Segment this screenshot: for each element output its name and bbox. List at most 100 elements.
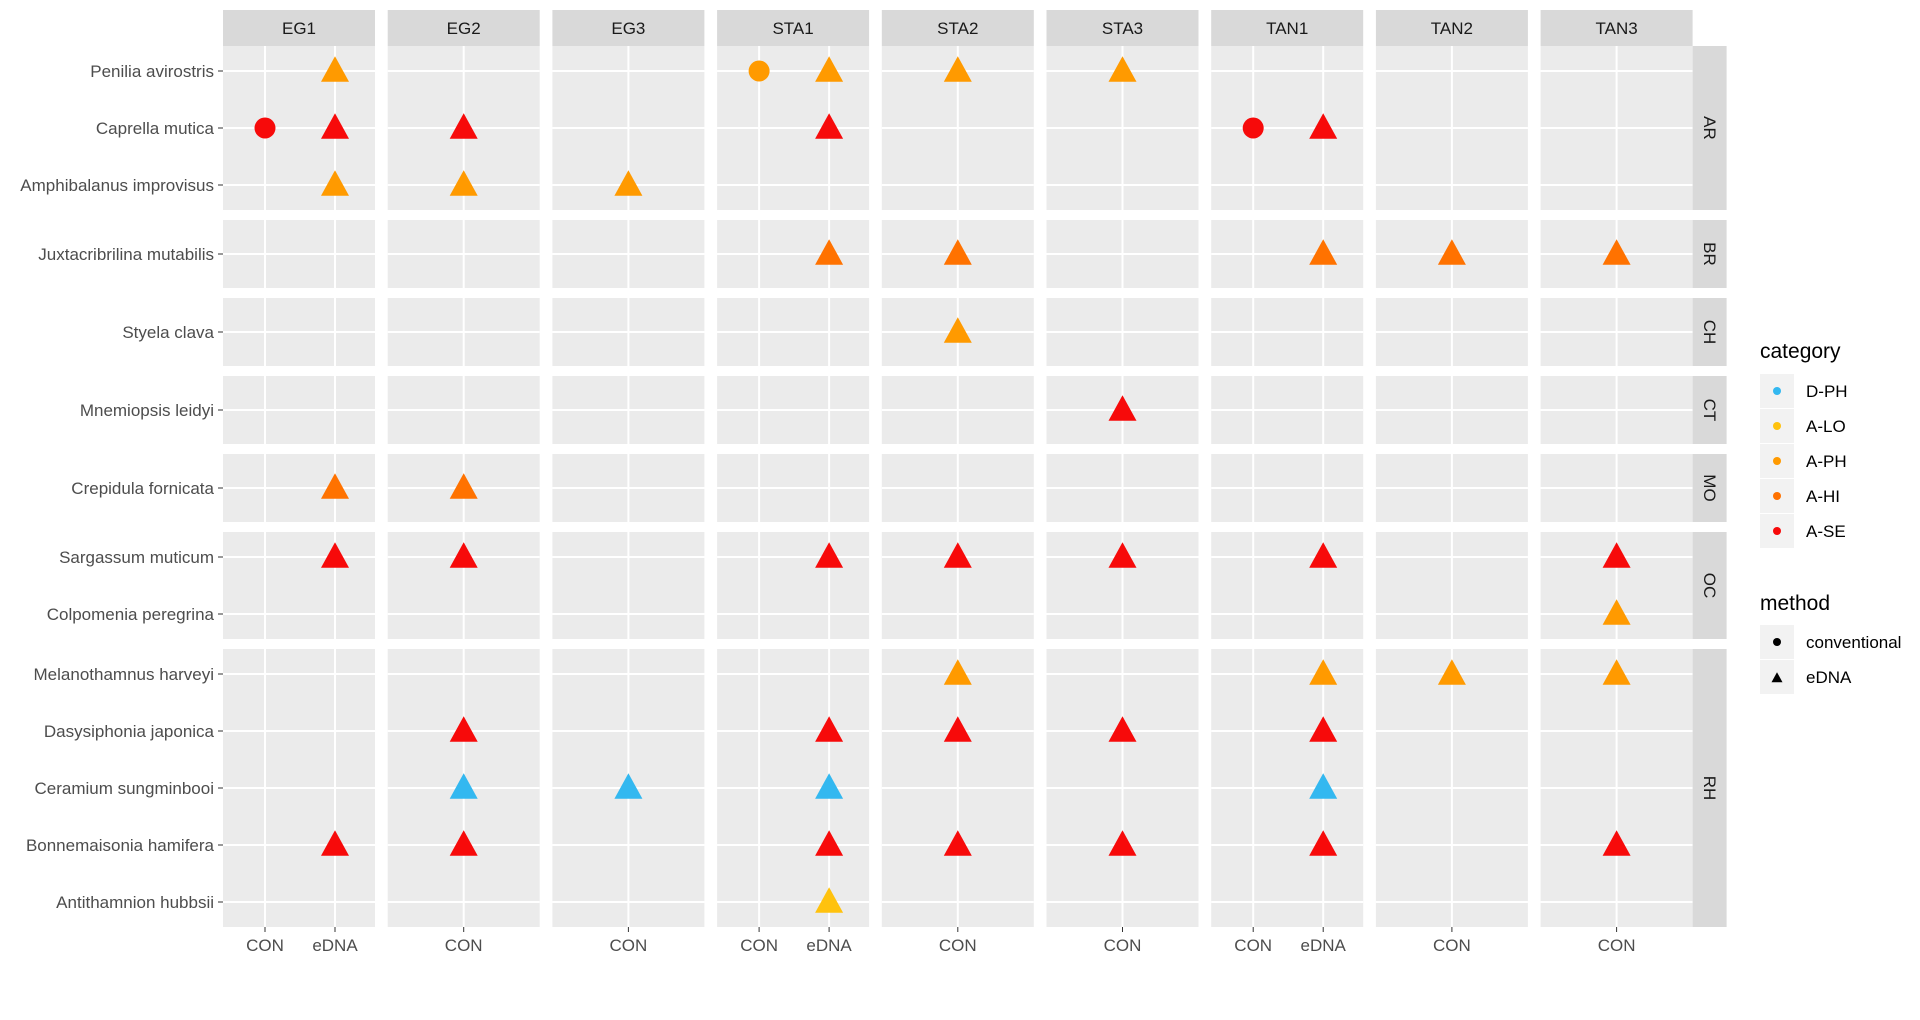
panel-oc-tan1 bbox=[1211, 532, 1364, 639]
x-tick-label: CON bbox=[1234, 936, 1272, 955]
y-tick-label: Styela clava bbox=[122, 323, 214, 342]
legend-key-d-ph bbox=[1773, 387, 1781, 395]
point-sargassum-muticum-eg2 bbox=[449, 542, 478, 568]
y-tick-label: Crepidula fornicata bbox=[71, 479, 214, 498]
y-tick-label: Mnemiopsis leidyi bbox=[80, 401, 214, 420]
x-tick-label: eDNA bbox=[806, 936, 852, 955]
point-ceramium-sungminbooi-eg3 bbox=[614, 773, 643, 799]
point-amphibalanus-improvisus-eg3 bbox=[614, 170, 643, 196]
facet-label-eg2: EG2 bbox=[447, 19, 481, 38]
point-sargassum-muticum-sta3 bbox=[1108, 542, 1137, 568]
point-dasysiphonia-japonica-eg2 bbox=[449, 716, 478, 742]
x-tick-label: CON bbox=[246, 936, 284, 955]
point-caprella-mutica-eg2 bbox=[449, 113, 478, 139]
point-crepidula-fornicata-eg1 bbox=[321, 473, 349, 499]
point-bonnemaisonia-hamifera-sta3 bbox=[1108, 830, 1137, 856]
y-tick-label: Juxtacribrilina mutabilis bbox=[38, 245, 214, 264]
legend-label-a-se: A-SE bbox=[1806, 522, 1846, 541]
group-label-mo: MO bbox=[1700, 474, 1719, 501]
facet-strip-sta3 bbox=[1046, 10, 1199, 46]
point-bonnemaisonia-hamifera-eg2 bbox=[449, 830, 478, 856]
x-tick-label: eDNA bbox=[312, 936, 358, 955]
legend-label-a-ph: A-PH bbox=[1806, 452, 1847, 471]
point-melanothamnus-harveyi-tan1 bbox=[1309, 659, 1338, 685]
legend-key-a-se bbox=[1773, 527, 1781, 535]
facet-label-sta2: STA2 bbox=[937, 19, 978, 38]
facet-label-eg3: EG3 bbox=[611, 19, 645, 38]
legend-title-method: method bbox=[1760, 592, 1830, 615]
legend-key-conventional bbox=[1773, 638, 1781, 646]
panel-oc-eg1 bbox=[223, 532, 375, 639]
legend-label-conventional: conventional bbox=[1806, 633, 1901, 652]
group-strip-ct bbox=[1692, 376, 1727, 444]
x-tick-label: eDNA bbox=[1301, 936, 1347, 955]
facet-strip-eg3 bbox=[552, 10, 705, 46]
y-tick-label: Penilia avirostris bbox=[90, 62, 214, 81]
facet-strip-tan2 bbox=[1375, 10, 1528, 46]
legend-label-a-hi: A-HI bbox=[1806, 487, 1840, 506]
point-juxtacribrilina-mutabilis-tan2 bbox=[1437, 239, 1466, 265]
point-penilia-avirostris-eg1 bbox=[321, 56, 349, 82]
point-caprella-mutica-eg1 bbox=[321, 113, 349, 139]
legend-key-a-ph bbox=[1773, 457, 1781, 465]
legend-label-d-ph: D-PH bbox=[1806, 382, 1848, 401]
x-tick-label: CON bbox=[445, 936, 483, 955]
point-bonnemaisonia-hamifera-tan3 bbox=[1602, 830, 1631, 856]
group-label-ch: CH bbox=[1700, 320, 1719, 345]
point-melanothamnus-harveyi-tan2 bbox=[1437, 659, 1466, 685]
x-tick-label: CON bbox=[939, 936, 977, 955]
point-penilia-avirostris-sta3 bbox=[1108, 56, 1137, 82]
legend-label-a-lo: A-LO bbox=[1806, 417, 1846, 436]
y-tick-label: Dasysiphonia japonica bbox=[44, 722, 215, 741]
point-sargassum-muticum-eg1 bbox=[321, 542, 349, 568]
facet-label-eg1: EG1 bbox=[282, 19, 316, 38]
facet-label-tan2: TAN2 bbox=[1431, 19, 1473, 38]
y-tick-label: Antithamnion hubbsii bbox=[56, 893, 214, 912]
facet-label-tan3: TAN3 bbox=[1595, 19, 1637, 38]
point-juxtacribrilina-mutabilis-sta1 bbox=[815, 239, 844, 265]
point-juxtacribrilina-mutabilis-tan1 bbox=[1309, 239, 1338, 265]
y-tick-label: Sargassum muticum bbox=[59, 548, 214, 567]
legend-key-edna bbox=[1771, 672, 1783, 683]
point-dasysiphonia-japonica-sta3 bbox=[1108, 716, 1137, 742]
y-tick-label: Bonnemaisonia hamifera bbox=[26, 836, 215, 855]
point-caprella-mutica-sta1 bbox=[815, 113, 844, 139]
point-ceramium-sungminbooi-sta1 bbox=[815, 773, 844, 799]
facet-strip-eg2 bbox=[387, 10, 540, 46]
point-dasysiphonia-japonica-tan1 bbox=[1309, 716, 1338, 742]
point-colpomenia-peregrina-tan3 bbox=[1602, 599, 1631, 625]
facet-strip-tan3 bbox=[1540, 10, 1693, 46]
facet-strip-sta2 bbox=[881, 10, 1034, 46]
point-sargassum-muticum-tan3 bbox=[1602, 542, 1631, 568]
panel-oc-sta1 bbox=[717, 532, 870, 639]
point-sargassum-muticum-tan1 bbox=[1309, 542, 1338, 568]
point-bonnemaisonia-hamifera-eg1 bbox=[321, 830, 349, 856]
point-ceramium-sungminbooi-tan1 bbox=[1309, 773, 1338, 799]
point-juxtacribrilina-mutabilis-sta2 bbox=[943, 239, 972, 265]
legend-key-a-lo bbox=[1773, 422, 1781, 430]
facet-label-tan1: TAN1 bbox=[1266, 19, 1308, 38]
point-melanothamnus-harveyi-sta2 bbox=[943, 659, 972, 685]
point-melanothamnus-harveyi-tan3 bbox=[1602, 659, 1631, 685]
y-tick-label: Caprella mutica bbox=[96, 119, 215, 138]
group-strip-oc bbox=[1692, 532, 1727, 639]
point-bonnemaisonia-hamifera-sta2 bbox=[943, 830, 972, 856]
point-amphibalanus-improvisus-eg2 bbox=[449, 170, 478, 196]
point-caprella-mutica-tan1 bbox=[1242, 117, 1264, 139]
group-label-ct: CT bbox=[1700, 399, 1719, 422]
y-tick-label: Amphibalanus improvisus bbox=[20, 176, 214, 195]
point-amphibalanus-improvisus-eg1 bbox=[321, 170, 349, 196]
legend-title-category: category bbox=[1760, 340, 1841, 363]
x-tick-label: CON bbox=[1104, 936, 1142, 955]
facet-strip-tan1 bbox=[1211, 10, 1364, 46]
point-ceramium-sungminbooi-eg2 bbox=[449, 773, 478, 799]
group-strip-mo bbox=[1692, 454, 1727, 522]
legend-label-edna: eDNA bbox=[1806, 668, 1852, 687]
point-crepidula-fornicata-eg2 bbox=[449, 473, 478, 499]
point-antithamnion-hubbsii-sta1 bbox=[815, 887, 844, 913]
group-label-rh: RH bbox=[1700, 776, 1719, 801]
point-penilia-avirostris-sta1 bbox=[815, 56, 844, 82]
x-tick-label: CON bbox=[610, 936, 648, 955]
point-styela-clava-sta2 bbox=[943, 317, 972, 343]
